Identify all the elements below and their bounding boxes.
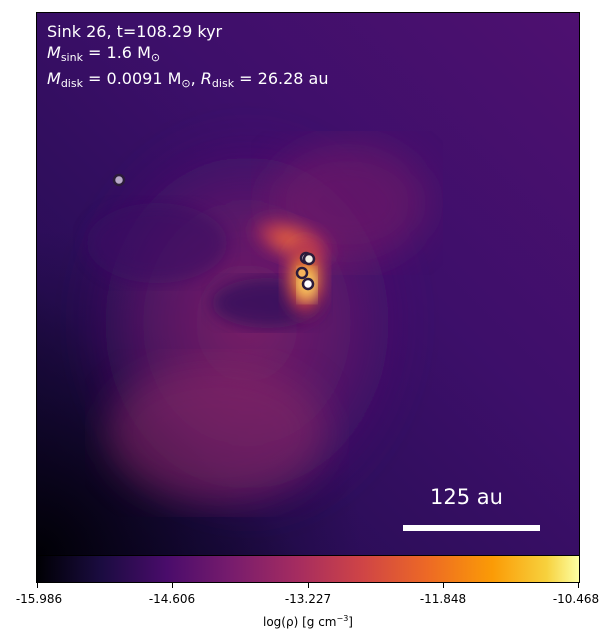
msink-symbol: M — [47, 43, 61, 62]
mdisk-unit-subscript: ⊙ — [181, 77, 191, 90]
disk-separator: , — [190, 69, 201, 88]
annotation-block: Sink 26, t=108.29 kyr Msink = 1.6 M⊙ Mdi… — [47, 21, 328, 94]
colorbar-tick-label-3: -11.848 — [419, 592, 467, 606]
colorbar-tick-label-1: -14.606 — [148, 592, 196, 606]
colorbar-title-prefix: log(ρ) [g cm — [263, 615, 337, 629]
msink-value: = 1.6 M — [82, 43, 151, 62]
colorbar-tick-2 — [308, 583, 309, 588]
sink-marker-middle — [295, 266, 309, 280]
density-map: Sink 26, t=108.29 kyr Msink = 1.6 M⊙ Mdi… — [36, 12, 580, 556]
colorbar-tick-label-4: -10.468 — [552, 592, 600, 606]
disk-label: Mdisk = 0.0091 M⊙, Rdisk = 26.28 au — [47, 68, 328, 94]
scalebar-label: 125 au — [430, 485, 503, 509]
rdisk-subscript: disk — [211, 77, 235, 90]
colorbar-title-exponent: −3 — [336, 614, 349, 623]
sink-marker-upper — [302, 252, 316, 266]
density-image — [37, 13, 579, 555]
mdisk-value: = 0.0091 M — [82, 69, 182, 88]
mdisk-symbol: M — [47, 69, 61, 88]
colorbar-title-suffix: ] — [348, 615, 353, 629]
scalebar — [403, 525, 540, 531]
colorbar — [36, 555, 580, 583]
sink-mass-label: Msink = 1.6 M⊙ — [47, 42, 328, 68]
rdisk-value: = 26.28 au — [234, 69, 329, 88]
msink-unit-subscript: ⊙ — [150, 51, 161, 64]
sink-time-label: Sink 26, t=108.29 kyr — [47, 22, 223, 41]
colorbar-tick-0 — [37, 583, 38, 588]
colorbar-tick-3 — [443, 583, 444, 588]
mdisk-subscript: disk — [60, 77, 83, 90]
colorbar-tick-1 — [172, 583, 173, 588]
colorbar-tick-4 — [578, 583, 579, 588]
colorbar-tick-label-0: -15.986 — [15, 592, 63, 606]
sink-marker-lower — [301, 277, 315, 291]
colorbar-tick-label-2: -13.227 — [284, 592, 332, 606]
rdisk-symbol: R — [200, 69, 212, 88]
msink-subscript: sink — [60, 51, 83, 64]
sink-marker-isolated — [112, 173, 126, 187]
colorbar-title: log(ρ) [g cm−3] — [263, 614, 353, 629]
